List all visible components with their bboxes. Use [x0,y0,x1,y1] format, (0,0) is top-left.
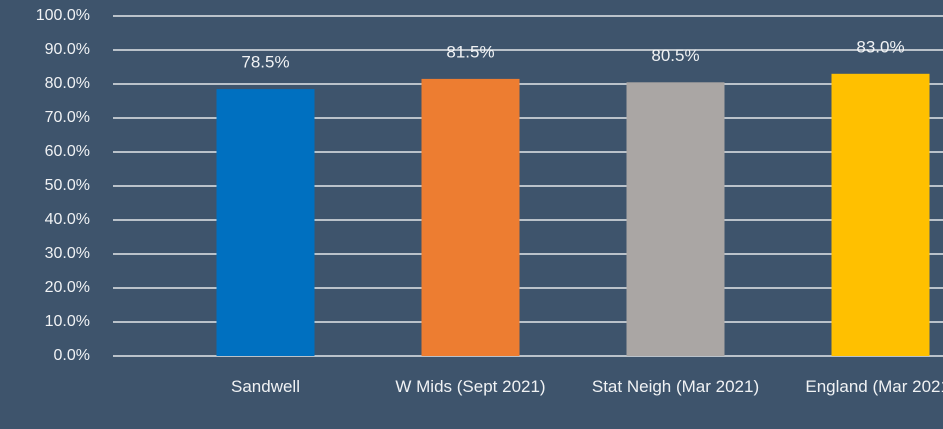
y-tick-label: 20.0% [45,279,90,296]
bar [216,89,315,356]
x-tick-label: Stat Neigh (Mar 2021) [591,377,760,396]
y-tick-label: 30.0% [45,245,90,262]
y-tick-label: 10.0% [45,313,90,330]
x-tick-label: England (Mar 2021) [805,377,943,396]
bar [421,78,520,357]
y-tick-label: 100.0% [36,7,90,24]
y-tick-label: 60.0% [45,143,90,160]
value-label: 78.5% [241,53,289,72]
y-tick-label: 50.0% [45,177,90,194]
x-tick-label: W Mids (Sept 2021) [395,377,546,396]
value-label: 80.5% [651,46,699,65]
x-tick-label: Sandwell [231,377,300,396]
bar [626,82,725,357]
y-tick-label: 90.0% [45,41,90,58]
y-tick-label: 70.0% [45,109,90,126]
y-tick-label: 80.0% [45,75,90,92]
y-tick-label: 40.0% [45,211,90,228]
y-tick-label: 0.0% [54,347,90,364]
value-label: 83.0% [856,37,904,56]
value-label: 81.5% [446,42,494,61]
bar [831,73,930,357]
